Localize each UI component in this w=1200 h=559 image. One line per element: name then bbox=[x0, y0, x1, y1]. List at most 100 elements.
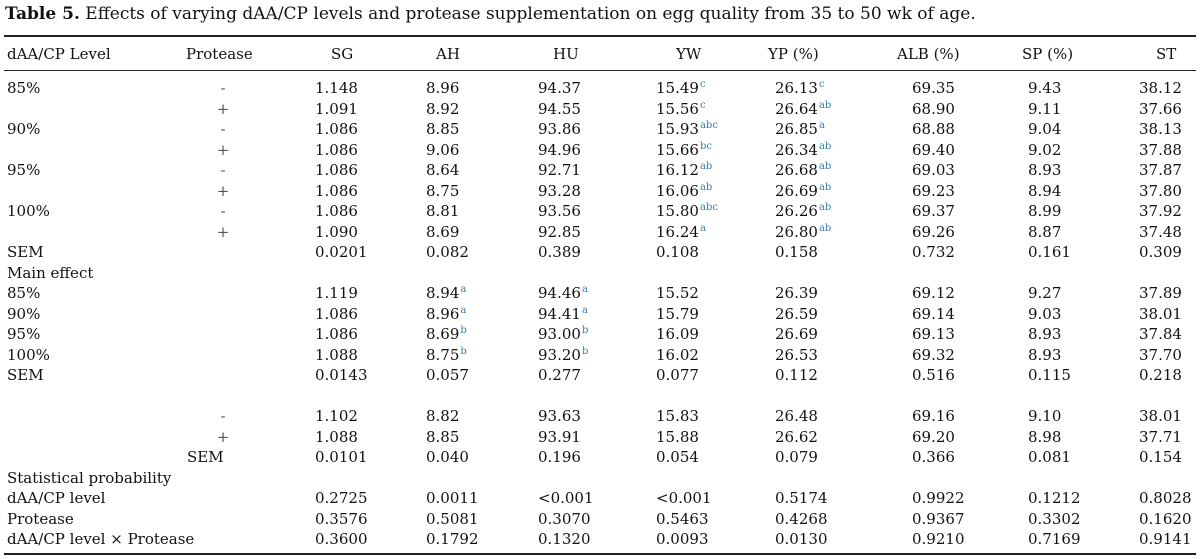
cell-hu: 94.55 bbox=[538, 99, 581, 119]
cell-value: 0.0143 bbox=[315, 366, 368, 384]
row-level-label: 95% bbox=[7, 161, 41, 179]
cell-value: 0.3070 bbox=[538, 509, 591, 528]
row-level-label: Protease bbox=[7, 509, 74, 528]
row-protease: + bbox=[216, 140, 230, 159]
cell-st: 37.89 bbox=[1139, 283, 1182, 303]
cell-yp: 26.26ab bbox=[775, 201, 831, 224]
cell-value: 9.27 bbox=[1028, 284, 1062, 302]
header-protease: Protease bbox=[186, 45, 253, 63]
cell-value: 38.12 bbox=[1139, 79, 1182, 97]
cell-ah: 0.1792 bbox=[426, 529, 479, 549]
significance-superscript: ab bbox=[818, 161, 832, 172]
cell-hu: 92.71 bbox=[538, 160, 581, 180]
cell-yp: 0.112 bbox=[775, 365, 818, 385]
row-protease: - bbox=[220, 120, 226, 138]
cell-yp: 26.53 bbox=[775, 345, 818, 365]
cell-value: 26.80 bbox=[775, 222, 818, 241]
cell-value: 93.86 bbox=[538, 120, 581, 138]
cell-sg: 0.0201 bbox=[315, 242, 368, 262]
cell-alb: 0.516 bbox=[912, 365, 955, 385]
cell-alb: 69.12 bbox=[912, 283, 955, 303]
cell-value: 15.93 bbox=[656, 120, 699, 138]
cell-yp: 26.85a bbox=[775, 119, 825, 142]
cell-value: 1.086 bbox=[315, 161, 358, 179]
header-yw: YW bbox=[676, 45, 702, 63]
cell-sg: 0.0101 bbox=[315, 447, 368, 467]
cell-value: 94.55 bbox=[538, 99, 581, 118]
cell-ah: 0.057 bbox=[426, 365, 469, 385]
cell-value: 37.48 bbox=[1139, 222, 1182, 241]
cell-hu: 92.85 bbox=[538, 222, 581, 242]
cell-alb: 68.88 bbox=[912, 119, 955, 139]
cell-hu: 93.00b bbox=[538, 324, 588, 347]
header-hu: HU bbox=[553, 45, 579, 63]
cell-value: 37.88 bbox=[1139, 140, 1182, 159]
significance-superscript: ab bbox=[818, 202, 832, 213]
cell-value: 16.12 bbox=[656, 161, 699, 179]
cell-hu: 94.96 bbox=[538, 140, 581, 160]
cell-value: 1.086 bbox=[315, 202, 358, 220]
cell-sg: 1.086 bbox=[315, 304, 358, 324]
table-row: - 1.102 8.82 93.63 15.83 26.48 69.16 9.10 38.01 bbox=[0, 406, 1200, 426]
cell-value: 9.04 bbox=[1028, 120, 1062, 138]
cell-value: 0.154 bbox=[1139, 448, 1182, 466]
cell-st: 37.48 bbox=[1139, 222, 1182, 242]
significance-superscript: c bbox=[818, 79, 825, 90]
cell-sp: 8.93 bbox=[1028, 345, 1061, 365]
cell-value: 9.06 bbox=[426, 140, 460, 159]
cell-ah: 0.0011 bbox=[426, 488, 479, 508]
cell-value: 8.94 bbox=[1028, 181, 1062, 200]
cell-value: 26.69 bbox=[775, 181, 818, 200]
cell-value: 8.82 bbox=[426, 407, 460, 425]
significance-superscript: abc bbox=[699, 120, 718, 131]
cell-value: 94.96 bbox=[538, 140, 581, 159]
significance-superscript: b bbox=[581, 345, 589, 357]
table-row: SEM 0.0201 0.082 0.389 0.108 0.158 0.732 0.161 0… bbox=[0, 242, 1200, 262]
cell-yw: 16.24a bbox=[656, 222, 706, 245]
cell-value: 1.119 bbox=[315, 284, 358, 302]
cell-sp: 8.99 bbox=[1028, 201, 1061, 221]
cell-st: 37.84 bbox=[1139, 324, 1182, 344]
cell-yw: 15.66bc bbox=[656, 140, 712, 163]
cell-ah: 9.06 bbox=[426, 140, 459, 160]
cell-yw: 0.0093 bbox=[656, 529, 709, 549]
table-caption-text: Effects of varying dAA/CP levels and pro… bbox=[85, 4, 976, 24]
cell-yp: 26.39 bbox=[775, 283, 818, 303]
cell-value: 69.12 bbox=[912, 284, 955, 302]
table-caption: Table 5. Effects of varying dAA/CP level… bbox=[5, 4, 976, 24]
cell-sp: 9.43 bbox=[1028, 78, 1061, 98]
cell-alb: 0.9922 bbox=[912, 488, 965, 508]
cell-value: 9.43 bbox=[1028, 79, 1062, 97]
cell-value: 26.69 bbox=[775, 325, 818, 343]
cell-ah: 8.85 bbox=[426, 427, 459, 447]
cell-st: 38.01 bbox=[1139, 406, 1182, 426]
cell-value: 69.14 bbox=[912, 304, 955, 323]
cell-alb: 69.16 bbox=[912, 406, 955, 426]
cell-value: 8.96 bbox=[426, 304, 460, 323]
cell-ah: 8.96 bbox=[426, 78, 459, 98]
cell-value: 69.23 bbox=[912, 181, 955, 200]
cell-value: 37.80 bbox=[1139, 181, 1182, 200]
cell-value: 8.87 bbox=[1028, 222, 1062, 241]
cell-value: 1.086 bbox=[315, 304, 358, 323]
significance-superscript: ab bbox=[818, 222, 832, 234]
cell-value: 92.85 bbox=[538, 222, 581, 241]
cell-yw: 15.80abc bbox=[656, 201, 718, 224]
cell-value: 8.93 bbox=[1028, 161, 1062, 179]
cell-sg: 0.3600 bbox=[315, 529, 368, 549]
cell-sp: 8.94 bbox=[1028, 181, 1061, 201]
cell-sg: 1.119 bbox=[315, 283, 358, 303]
cell-st: 37.71 bbox=[1139, 427, 1182, 447]
cell-yw: 15.79 bbox=[656, 304, 699, 324]
cell-alb: 0.9210 bbox=[912, 529, 965, 549]
cell-hu: 0.196 bbox=[538, 447, 581, 467]
cell-yp: 0.4268 bbox=[775, 509, 828, 529]
cell-hu: 93.20b bbox=[538, 345, 588, 368]
row-protease: - bbox=[220, 79, 226, 97]
cell-ah: 8.69b bbox=[426, 324, 467, 347]
cell-value: 16.02 bbox=[656, 345, 699, 364]
table-header-row: dAA/CP Level Protease SG AH HU YW YP (%)… bbox=[0, 44, 1200, 64]
cell-alb: 69.32 bbox=[912, 345, 955, 365]
cell-value: 9.02 bbox=[1028, 140, 1062, 159]
cell-value: 69.35 bbox=[912, 79, 955, 97]
